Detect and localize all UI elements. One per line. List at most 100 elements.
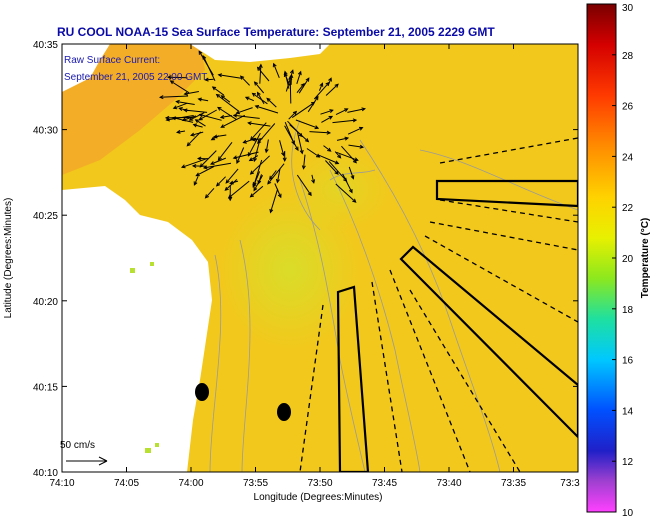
current-vector-head xyxy=(256,66,261,71)
current-vector xyxy=(266,98,277,108)
colorbar-tick-label: 10 xyxy=(622,508,634,518)
current-vector xyxy=(168,76,188,79)
current-vector xyxy=(279,140,285,156)
current-vector xyxy=(203,162,232,169)
current-vector-head xyxy=(209,161,215,165)
current-vector-head xyxy=(344,108,349,112)
colorbar-label: Temperature (°C) xyxy=(640,218,651,299)
current-vector-head xyxy=(283,70,288,76)
current-vector-head xyxy=(242,139,247,144)
current-vector-head xyxy=(165,117,170,122)
current-vector xyxy=(248,122,271,127)
land-north-shore xyxy=(190,44,330,62)
current-vector-head xyxy=(178,107,183,111)
current-vector-head xyxy=(252,181,257,187)
current-vector-head xyxy=(169,80,175,85)
figure-title: RU COOL NOAA-15 Sea Surface Temperature:… xyxy=(57,25,495,39)
current-vector-head xyxy=(266,97,271,102)
current-vector xyxy=(177,130,186,133)
current-vector-head xyxy=(197,97,202,102)
current-vector xyxy=(199,114,222,121)
current-vector xyxy=(335,108,348,116)
current-vector xyxy=(335,183,357,203)
bathymetry-contours xyxy=(209,119,578,472)
current-vector xyxy=(249,155,259,162)
current-vector xyxy=(257,67,270,82)
colorbar-tick-label: 22 xyxy=(622,203,634,214)
station-marker-2 xyxy=(277,403,291,421)
current-vector-head xyxy=(277,193,282,199)
scale-arrow xyxy=(66,456,108,466)
current-vector xyxy=(254,81,265,94)
current-vector xyxy=(193,124,203,128)
current-vector-head xyxy=(195,172,200,177)
current-vector-head xyxy=(247,121,252,126)
current-vector-head xyxy=(190,132,195,137)
current-vector xyxy=(347,127,363,135)
current-vector xyxy=(205,187,215,199)
y-tick-label: 40:25 xyxy=(33,211,58,222)
x-tick-label: 73:45 xyxy=(372,478,397,489)
map-plot-area xyxy=(62,44,578,472)
colorbar-tick-label: 24 xyxy=(622,152,634,163)
colorbar-tick-label: 30 xyxy=(622,3,634,14)
current-vector xyxy=(318,83,323,91)
surface-current-vectors xyxy=(158,50,366,214)
y-tick-label: 40:20 xyxy=(33,297,58,308)
current-vector xyxy=(336,151,358,161)
land-new-jersey xyxy=(62,186,212,472)
current-vector xyxy=(247,132,261,157)
current-vector xyxy=(233,151,259,159)
current-vector xyxy=(218,141,233,161)
cool-water-plume xyxy=(220,190,360,350)
current-vector-head xyxy=(329,109,334,114)
current-vector xyxy=(225,168,239,184)
current-vector-head xyxy=(354,157,359,162)
current-vector xyxy=(236,147,245,164)
current-vector-head xyxy=(175,99,180,104)
current-vector-head xyxy=(267,180,272,185)
current-vector xyxy=(195,119,206,127)
current-vector-head xyxy=(217,156,222,161)
current-vector-head xyxy=(191,163,197,169)
current-vector xyxy=(269,170,277,180)
current-vector xyxy=(190,131,204,136)
x-tick-label: 74:10 xyxy=(49,478,74,489)
current-vector-head xyxy=(204,77,209,82)
current-vector xyxy=(184,109,208,113)
current-vector xyxy=(295,119,319,129)
current-vector xyxy=(347,108,366,113)
current-vector xyxy=(214,134,227,138)
current-vector xyxy=(250,155,270,175)
current-vector xyxy=(341,145,357,164)
current-vector-head xyxy=(327,147,332,152)
current-vector-head xyxy=(217,106,222,111)
current-vector-head xyxy=(251,92,256,97)
current-vector-head xyxy=(304,138,310,143)
current-vector xyxy=(296,71,302,84)
current-vector-head xyxy=(215,93,221,98)
y-axis-ticks: 40:35 40:30 40:25 40:20 40:15 40:10 xyxy=(33,40,578,479)
current-vector-head xyxy=(220,124,225,128)
current-vector xyxy=(199,150,217,168)
x-tick-label: 73:55 xyxy=(243,478,268,489)
current-vector-head xyxy=(325,81,330,87)
current-vector xyxy=(336,137,349,141)
current-vector-head xyxy=(257,139,262,145)
current-vector xyxy=(224,179,238,191)
current-overlay-line2: September 21, 2005 22:00 GMT xyxy=(64,72,207,83)
current-vector-head xyxy=(253,186,258,192)
current-vector xyxy=(210,157,226,165)
colorbar xyxy=(586,3,617,513)
current-vector xyxy=(220,114,246,128)
current-vector-head xyxy=(248,157,254,162)
current-vector xyxy=(176,101,195,105)
current-vector-head xyxy=(180,164,186,169)
current-vector xyxy=(323,145,332,152)
current-vector xyxy=(257,92,265,105)
current-vector-head xyxy=(264,148,269,154)
colorbar-tick-label: 16 xyxy=(622,356,634,367)
current-vector-head xyxy=(253,81,259,86)
current-vector-head xyxy=(225,179,230,184)
current-vector-head xyxy=(194,119,200,124)
